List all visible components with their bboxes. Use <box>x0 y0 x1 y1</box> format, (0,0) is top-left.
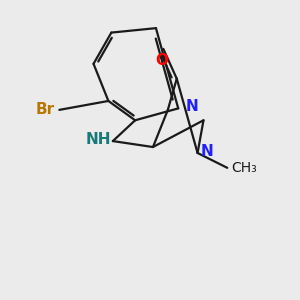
Text: O: O <box>155 53 168 68</box>
Text: CH₃: CH₃ <box>232 161 257 175</box>
Text: NH: NH <box>86 132 111 147</box>
Text: Br: Br <box>36 102 55 117</box>
Text: N: N <box>200 144 213 159</box>
Text: N: N <box>186 99 198 114</box>
